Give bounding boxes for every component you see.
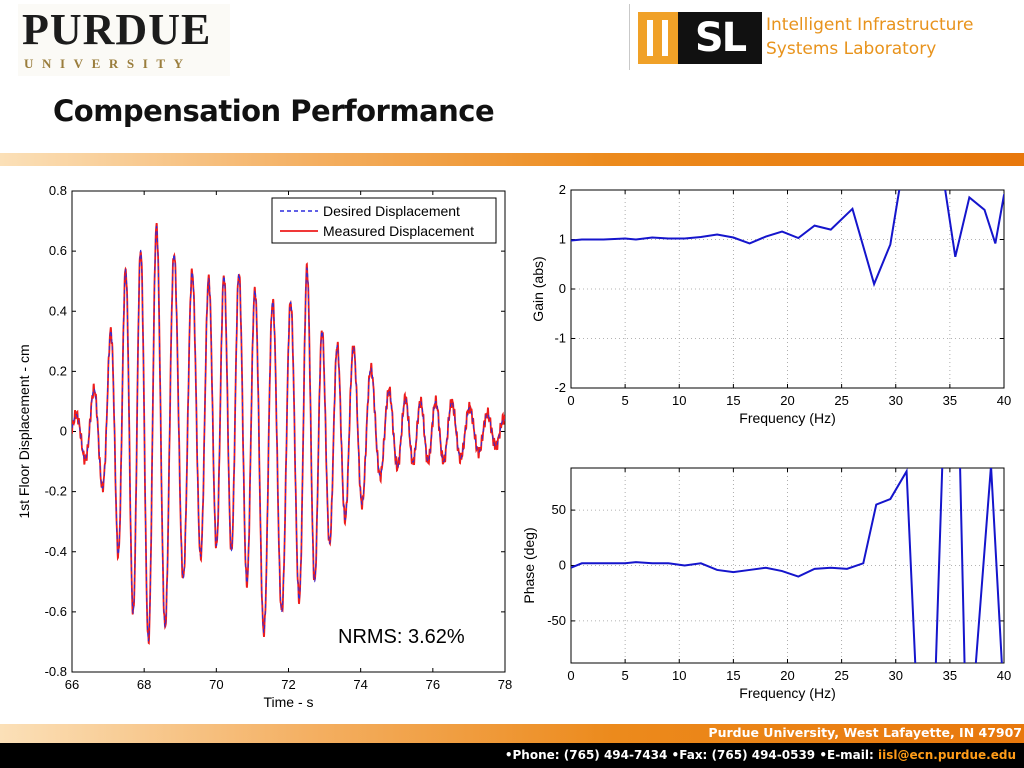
x-tick-label: 10 (672, 393, 686, 408)
x-tick-label: 72 (281, 677, 295, 692)
purdue-university-logo: PURDUE UNIVERSITY (18, 4, 230, 76)
footer-address: Purdue University, West Lafayette, IN 47… (708, 725, 1022, 740)
x-axis-label: Time - s (263, 694, 313, 710)
y-tick-label: -0.8 (45, 664, 67, 679)
footer-bar (0, 743, 1024, 768)
x-tick-label: 40 (997, 393, 1011, 408)
legend-label-measured: Measured Displacement (323, 223, 474, 239)
legend-label-desired: Desired Displacement (323, 203, 460, 219)
y-tick-label: 0 (559, 558, 566, 573)
footer-contact-text: •Phone: (765) 494-7434 •Fax: (765) 494-0… (504, 748, 878, 762)
x-tick-label: 5 (622, 668, 629, 683)
purdue-logo-wordmark: PURDUE (22, 5, 212, 54)
y-tick-label: -0.2 (45, 484, 67, 499)
x-tick-label: 15 (726, 393, 740, 408)
x-tick-label: 70 (209, 677, 223, 692)
header-divider (629, 4, 630, 70)
x-axis-label: Frequency (Hz) (739, 410, 835, 426)
iisl-logo: SL Intelligent Infrastructure Systems La… (638, 12, 1010, 64)
purdue-logo-subtitle: UNIVERSITY (24, 56, 192, 71)
x-tick-label: 35 (943, 668, 957, 683)
y-tick-label: 2 (559, 182, 566, 197)
y-tick-label: 0.8 (49, 183, 67, 198)
footer-contact: •Phone: (765) 494-7434 •Fax: (765) 494-0… (505, 748, 1016, 762)
x-tick-label: 76 (426, 677, 440, 692)
gain-line (571, 190, 1004, 288)
y-tick-label: 0.6 (49, 243, 67, 258)
x-tick-label: 30 (889, 393, 903, 408)
y-axis-label: 1st Floor Displacement - cm (16, 344, 32, 518)
y-tick-label: 0 (60, 424, 67, 439)
phase-line (571, 468, 1003, 663)
y-tick-label: -50 (547, 613, 566, 628)
iisl-logo-bars-icon (638, 12, 678, 64)
y-tick-label: -0.6 (45, 604, 67, 619)
x-tick-label: 30 (889, 668, 903, 683)
x-tick-label: 20 (780, 668, 794, 683)
y-tick-label: 1 (559, 232, 566, 247)
iisl-logo-line1: Intelligent Infrastructure (766, 15, 974, 35)
x-tick-label: 0 (567, 393, 574, 408)
x-tick-label: 25 (834, 393, 848, 408)
x-tick-label: 35 (943, 393, 957, 408)
displacement-time-history-chart: 66 68 70 72 74 76 78 -0.8 -0.6 -0.4 -0.2 0 0.2 0.4 0.6… (16, 183, 512, 710)
footer-email-link[interactable]: iisl@ecn.purdue.edu (878, 748, 1016, 762)
chart-legend: Desired Displacement Measured Displacemen… (271, 197, 497, 244)
x-tick-label: 25 (834, 668, 848, 683)
phase-frequency-chart: 0 5 10 15 20 25 30 35 40 -50 0 50 Frequency (Hz) Phas… (521, 467, 1011, 701)
x-tick-label: 0 (567, 668, 574, 683)
x-tick-label: 20 (780, 393, 794, 408)
y-tick-label: 50 (552, 502, 566, 517)
footer-accent-band (0, 724, 1024, 743)
y-tick-label: -1 (554, 331, 566, 346)
x-tick-label: 15 (726, 668, 740, 683)
gain-frequency-chart: 0 5 10 15 20 25 30 35 40 -2 -1 0 1 2 Frequency (Hz) Gai… (530, 182, 1011, 426)
legend-box (271, 197, 497, 244)
iisl-logo-mark: SL (678, 12, 762, 64)
slide-title: Compensation Performance (53, 94, 495, 128)
y-tick-label: 0 (559, 281, 566, 296)
title-accent-band (0, 153, 1024, 166)
x-tick-label: 68 (137, 677, 151, 692)
y-tick-label: 0.2 (49, 363, 67, 378)
x-tick-label: 66 (65, 677, 79, 692)
x-tick-label: 10 (672, 668, 686, 683)
x-tick-label: 78 (498, 677, 512, 692)
y-axis-label: Phase (deg) (521, 527, 537, 603)
y-tick-label: -2 (554, 380, 566, 395)
nrms-annotation: NRMS: 3.62% (338, 626, 465, 648)
y-tick-label: -0.4 (45, 544, 67, 559)
x-tick-label: 40 (997, 668, 1011, 683)
x-axis-label: Frequency (Hz) (739, 685, 835, 701)
iisl-logo-line2: Systems Laboratory (766, 39, 937, 59)
y-axis-label: Gain (abs) (530, 256, 546, 321)
desired-displacement-line (72, 225, 505, 642)
y-tick-label: 0.4 (49, 303, 67, 318)
x-tick-label: 74 (353, 677, 367, 692)
x-tick-label: 5 (622, 393, 629, 408)
